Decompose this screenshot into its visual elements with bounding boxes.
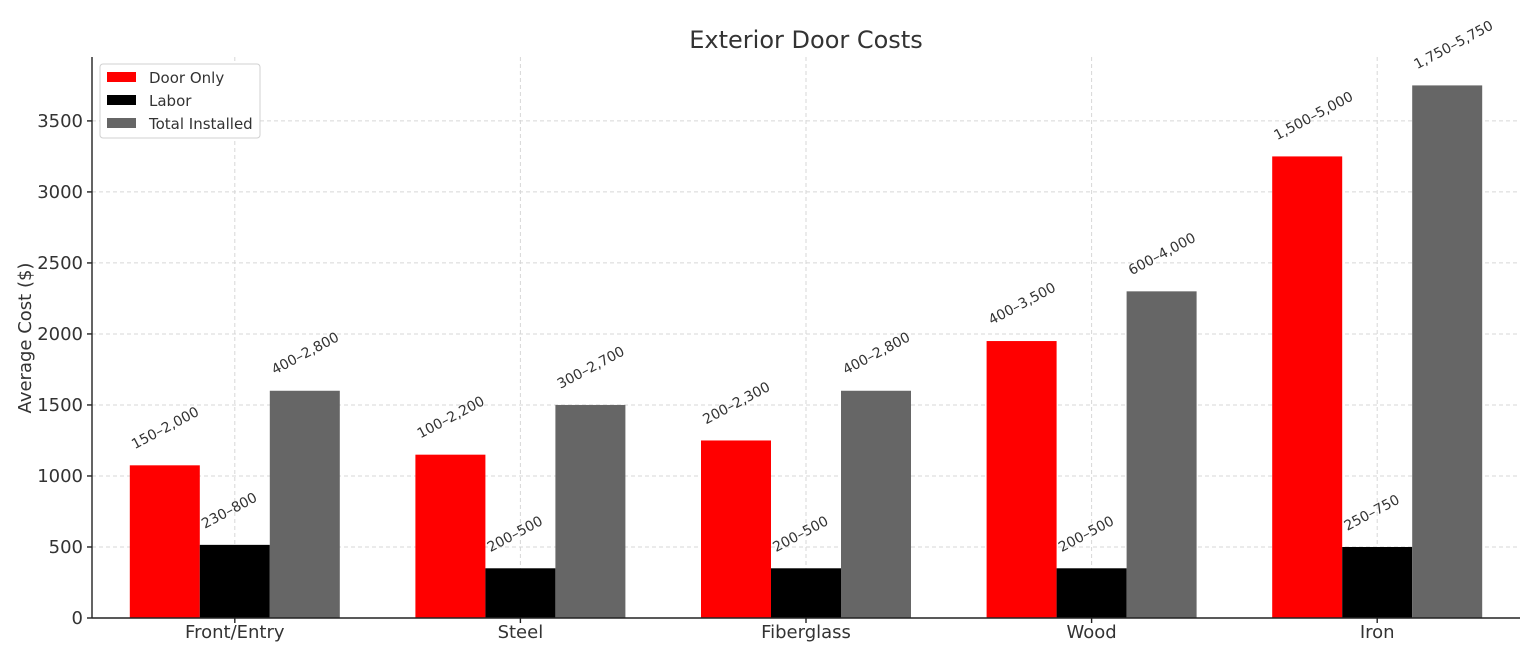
bar-value-label: 300–2,700 bbox=[555, 344, 628, 393]
bar-value-label: 400–3,500 bbox=[986, 280, 1059, 329]
y-tick-label: 1000 bbox=[37, 466, 83, 487]
bar-labor bbox=[1056, 568, 1127, 618]
y-tick-label: 3500 bbox=[37, 111, 83, 132]
bar-total-installed bbox=[1412, 85, 1483, 619]
ticks: 0 500 1000 1500 2000 2500 3000 3500 Front/Entry S… bbox=[37, 111, 1394, 643]
y-tick-label: 0 bbox=[72, 608, 83, 629]
x-tick-label: Front/Entry bbox=[185, 622, 285, 643]
bar-value-label: 230–800 bbox=[199, 490, 260, 533]
legend-swatch-door-only bbox=[107, 72, 136, 82]
bar-value-label: 1,750–5,750 bbox=[1412, 18, 1496, 73]
bar-value-label: 100–2,200 bbox=[415, 393, 488, 442]
bar-value-label: 200–500 bbox=[1056, 513, 1117, 556]
bar-value-label: 1,500–5,000 bbox=[1272, 89, 1356, 144]
bar-labor bbox=[1342, 546, 1413, 618]
legend-label-door-only: Door Only bbox=[149, 69, 224, 87]
legend-box bbox=[99, 63, 261, 139]
x-tick-label: Wood bbox=[1066, 622, 1116, 643]
bar-door-only bbox=[129, 465, 200, 618]
bar-labor bbox=[485, 568, 556, 618]
bar-value-label: 200–500 bbox=[485, 513, 546, 556]
bar-value-label: 150–2,000 bbox=[129, 404, 202, 453]
bar-value-label: 250–750 bbox=[1342, 492, 1403, 535]
y-tick-label: 1500 bbox=[37, 395, 83, 416]
legend-swatch-labor bbox=[107, 95, 136, 105]
x-tick-label: Steel bbox=[498, 622, 544, 643]
bars bbox=[129, 85, 1483, 619]
bar-value-label: 400–2,800 bbox=[840, 330, 913, 379]
legend-swatch-total-installed bbox=[107, 118, 136, 128]
y-tick-label: 2000 bbox=[37, 324, 83, 345]
bar-labor bbox=[771, 568, 841, 618]
x-tick-label: Iron bbox=[1360, 622, 1395, 643]
bar-labor bbox=[199, 544, 270, 618]
bar-total-installed bbox=[555, 404, 626, 618]
y-tick-label: 3000 bbox=[37, 182, 83, 203]
bar-total-installed bbox=[841, 390, 911, 618]
legend-label-labor: Labor bbox=[149, 92, 192, 110]
x-tick-label: Fiberglass bbox=[761, 622, 851, 643]
chart-title: Exterior Door Costs bbox=[689, 26, 922, 54]
bar-value-label: 400–2,800 bbox=[269, 330, 342, 379]
bar-total-installed bbox=[269, 390, 340, 618]
bar-total-installed bbox=[1126, 291, 1197, 618]
y-tick-label: 500 bbox=[49, 537, 83, 558]
y-axis-label: Average Cost ($) bbox=[15, 263, 36, 414]
y-tick-label: 2500 bbox=[37, 253, 83, 274]
bar-door-only bbox=[986, 341, 1057, 618]
bar-value-label: 600–4,000 bbox=[1126, 230, 1199, 279]
bar-door-only bbox=[701, 440, 771, 618]
bar-door-only bbox=[415, 454, 486, 618]
legend-label-total-installed: Total Installed bbox=[148, 115, 253, 133]
bar-value-label: 200–2,300 bbox=[700, 379, 773, 428]
bar-door-only bbox=[1272, 156, 1343, 618]
bar-value-label: 200–500 bbox=[770, 513, 831, 556]
legend: Door Only Labor Total Installed bbox=[99, 63, 261, 139]
